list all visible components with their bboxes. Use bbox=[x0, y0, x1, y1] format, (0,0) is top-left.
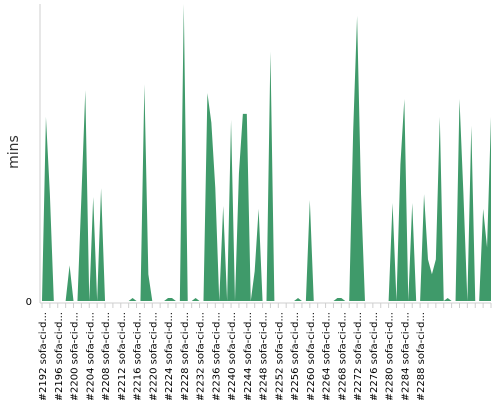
y-axis-ticks: 0 bbox=[26, 297, 32, 308]
x-tick-label: #2200 sofa-ci-d... bbox=[70, 312, 81, 400]
x-tick-label: #2284 sofa-ci-d... bbox=[400, 312, 411, 400]
x-tick-label: #2192 sofa-ci-d... bbox=[38, 312, 49, 400]
x-tick-label: #2252 sofa-ci-d... bbox=[274, 312, 285, 400]
x-tick-label: #2264 sofa-ci-d... bbox=[322, 312, 333, 400]
y-tick-label: 0 bbox=[26, 297, 32, 308]
series-area bbox=[42, 4, 491, 301]
x-axis-ticks: #2192 sofa-ci-d... #2196 sofa-ci-d... #220… bbox=[38, 303, 492, 400]
x-tick-label: #2224 sofa-ci-d... bbox=[164, 312, 175, 400]
x-tick-label: #2268 sofa-ci-d... bbox=[337, 312, 348, 400]
x-tick-label: #2288 sofa-ci-d... bbox=[416, 312, 427, 400]
x-tick-label: #2196 sofa-ci-d... bbox=[54, 312, 65, 400]
x-tick-label: #2232 sofa-ci-d... bbox=[196, 312, 207, 400]
x-tick-label: #2212 sofa-ci-d... bbox=[117, 312, 128, 400]
x-tick-label: #2240 sofa-ci-d... bbox=[227, 312, 238, 400]
x-tick-label: #2204 sofa-ci-d... bbox=[85, 312, 96, 400]
x-tick-label: #2236 sofa-ci-d... bbox=[211, 312, 222, 400]
x-tick-label: #2220 sofa-ci-d... bbox=[148, 312, 159, 400]
x-tick-label: #2208 sofa-ci-d... bbox=[101, 312, 112, 400]
x-tick-label: #2272 sofa-ci-d... bbox=[353, 312, 364, 400]
x-tick-label: #2256 sofa-ci-d... bbox=[290, 312, 301, 400]
x-tick-label: #2248 sofa-ci-d... bbox=[259, 312, 270, 400]
y-axis-title: mins bbox=[6, 135, 22, 169]
x-tick-label: #2260 sofa-ci-d... bbox=[306, 312, 317, 400]
x-tick-label: #2276 sofa-ci-d... bbox=[369, 312, 380, 400]
x-tick-label: #2228 sofa-ci-d... bbox=[180, 312, 191, 400]
x-tick-label: #2280 sofa-ci-d... bbox=[385, 312, 396, 400]
x-tick-label: #2244 sofa-ci-d... bbox=[243, 312, 254, 400]
x-tick-label: #2216 sofa-ci-d... bbox=[133, 312, 144, 400]
plot-area bbox=[42, 4, 491, 301]
